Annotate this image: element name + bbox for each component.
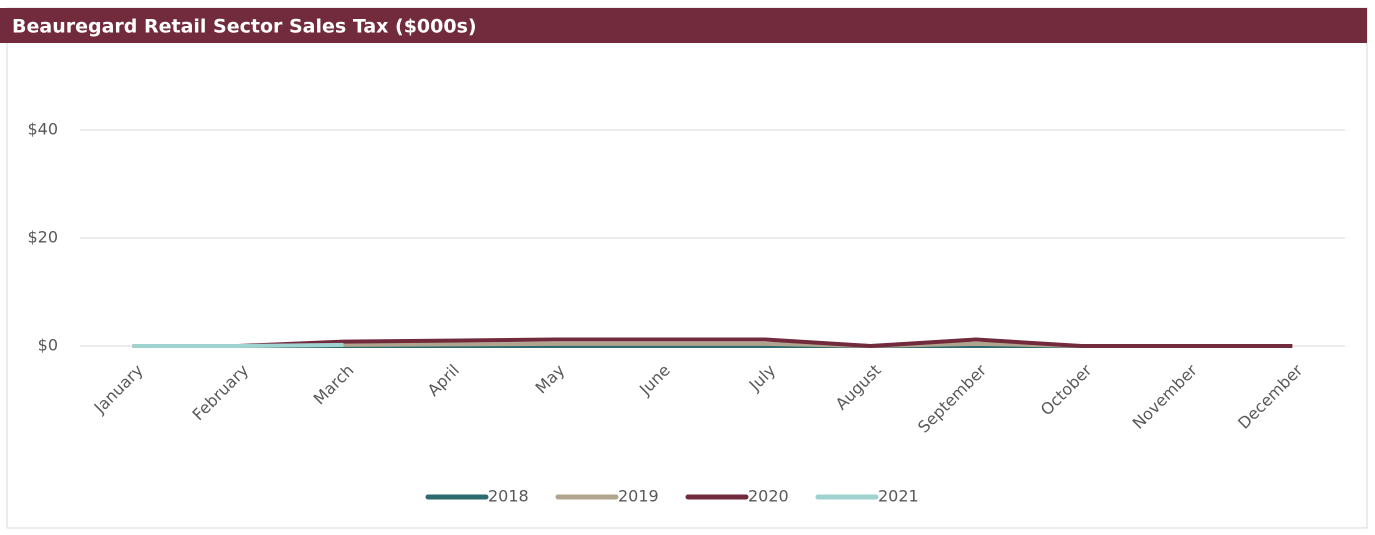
legend-label: 2020 xyxy=(748,487,789,506)
y-tick-label: $20 xyxy=(27,228,58,247)
legend-label: 2021 xyxy=(878,487,919,506)
legend-label: 2018 xyxy=(488,487,529,506)
y-tick-label: $0 xyxy=(38,336,58,355)
chart-border xyxy=(6,7,1368,529)
chart-title: Beauregard Retail Sector Sales Tax ($000… xyxy=(12,16,477,38)
title-bar xyxy=(0,8,1367,43)
y-tick-label: $40 xyxy=(27,120,58,139)
series-line xyxy=(132,337,1293,348)
series-line xyxy=(132,342,344,348)
legend-label: 2019 xyxy=(618,487,659,506)
